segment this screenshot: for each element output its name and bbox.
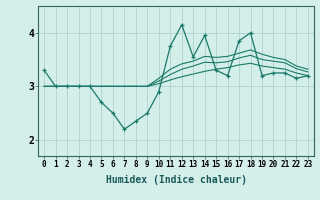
X-axis label: Humidex (Indice chaleur): Humidex (Indice chaleur) [106, 175, 246, 185]
